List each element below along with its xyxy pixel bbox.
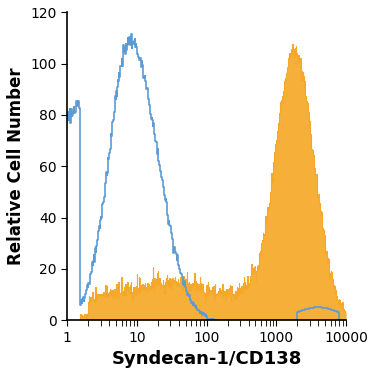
Y-axis label: Relative Cell Number: Relative Cell Number — [7, 68, 25, 265]
X-axis label: Syndecan-1/CD138: Syndecan-1/CD138 — [111, 350, 302, 368]
